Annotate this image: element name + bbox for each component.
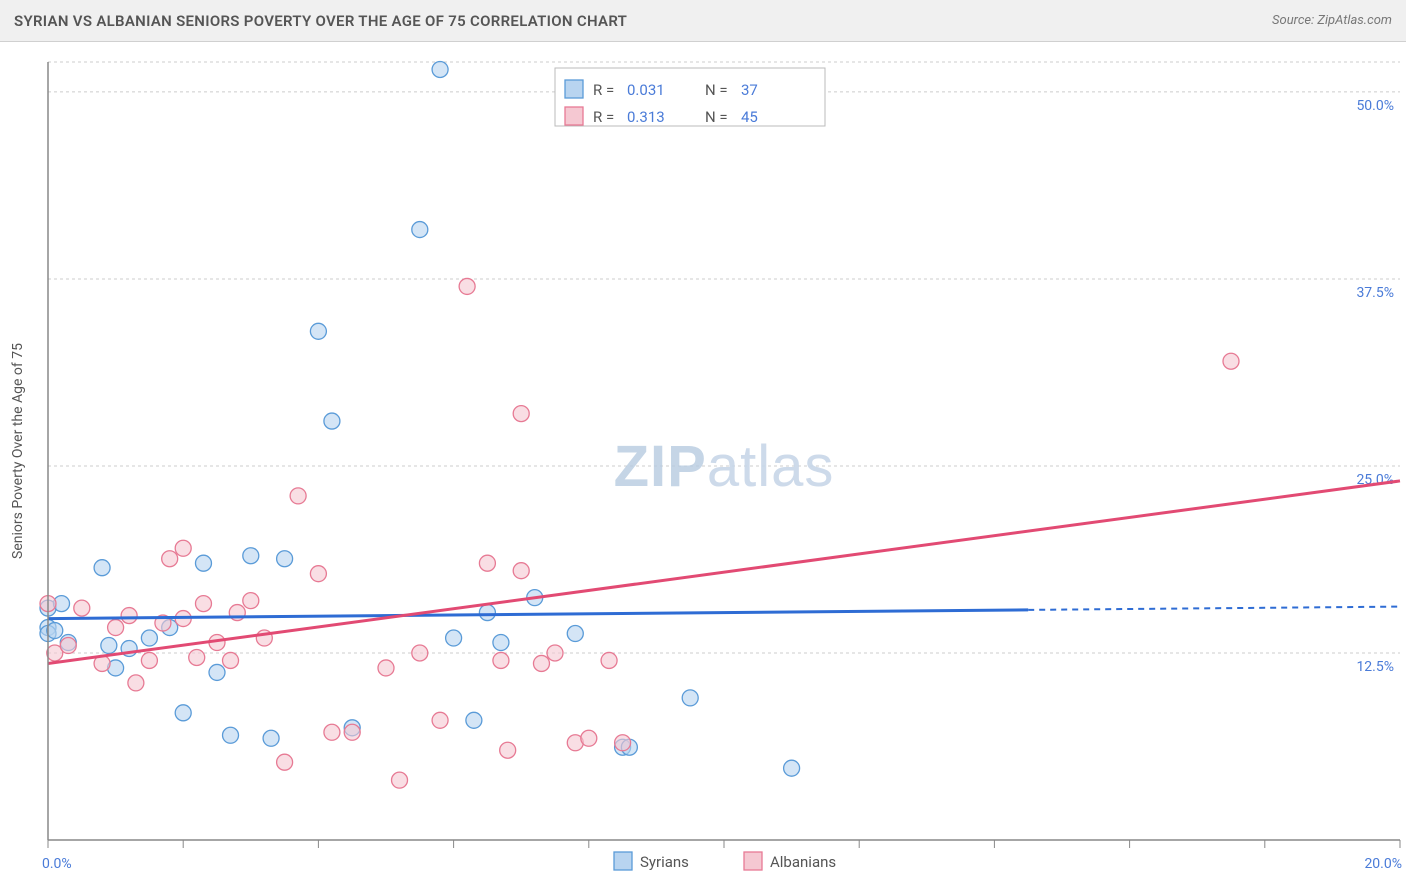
data-point <box>195 596 211 612</box>
legend-r-value: 0.313 <box>627 108 665 126</box>
data-point <box>128 675 144 691</box>
data-point <box>101 638 117 654</box>
data-point <box>189 649 205 665</box>
legend-r-value: 0.031 <box>627 81 665 99</box>
chart-source: Source: ZipAtlas.com <box>1272 13 1392 28</box>
data-point <box>175 705 191 721</box>
data-point <box>412 645 428 661</box>
data-point <box>392 772 408 788</box>
data-point <box>310 323 326 339</box>
data-point <box>141 630 157 646</box>
y-axis-label: Seniors Poverty Over the Age of 75 <box>10 343 26 559</box>
data-point <box>344 724 360 740</box>
data-point <box>533 655 549 671</box>
data-point <box>567 626 583 642</box>
data-point <box>547 645 563 661</box>
data-point <box>74 600 90 616</box>
data-point <box>784 760 800 776</box>
data-point <box>466 712 482 728</box>
data-point <box>500 742 516 758</box>
data-point <box>446 630 462 646</box>
legend-n-label: N = <box>705 81 728 99</box>
data-point <box>277 754 293 770</box>
data-point <box>209 664 225 680</box>
data-point <box>108 620 124 636</box>
data-point <box>493 652 509 668</box>
y-tick-label: 37.5% <box>1356 285 1394 301</box>
data-point <box>162 551 178 567</box>
data-point <box>581 730 597 746</box>
data-point <box>94 560 110 576</box>
trend-line <box>48 481 1400 664</box>
data-point <box>601 652 617 668</box>
legend-swatch <box>565 80 583 98</box>
legend-swatch <box>614 852 632 870</box>
data-point <box>223 727 239 743</box>
data-point <box>513 563 529 579</box>
data-point <box>121 608 137 624</box>
legend-swatch <box>744 852 762 870</box>
data-point <box>47 623 63 639</box>
data-point <box>412 222 428 238</box>
legend-swatch <box>565 107 583 125</box>
data-point <box>432 61 448 77</box>
data-point <box>277 551 293 567</box>
legend-n-label: N = <box>705 108 728 126</box>
legend-series-label: Albanians <box>770 853 836 871</box>
watermark: ZIPatlas <box>614 434 835 499</box>
x-tick-label: 20.0% <box>1364 856 1402 872</box>
y-tick-label: 50.0% <box>1356 98 1394 114</box>
data-point <box>223 652 239 668</box>
y-tick-label: 12.5% <box>1356 659 1394 675</box>
chart-header: SYRIAN VS ALBANIAN SENIORS POVERTY OVER … <box>0 0 1406 42</box>
data-point <box>243 593 259 609</box>
data-point <box>310 566 326 582</box>
data-point <box>682 690 698 706</box>
legend-r-label: R = <box>593 108 614 126</box>
data-point <box>324 413 340 429</box>
chart-area: 12.5%25.0%37.5%50.0%ZIPatlas0.0%20.0%Sen… <box>0 42 1406 892</box>
chart-title: SYRIAN VS ALBANIAN SENIORS POVERTY OVER … <box>14 12 627 30</box>
data-point <box>263 730 279 746</box>
data-point <box>615 735 631 751</box>
data-point <box>60 638 76 654</box>
trend-line <box>48 610 1028 619</box>
legend-series-label: Syrians <box>640 853 689 871</box>
data-point <box>513 406 529 422</box>
data-point <box>324 724 340 740</box>
data-point <box>378 660 394 676</box>
legend-r-label: R = <box>593 81 614 99</box>
data-point <box>479 555 495 571</box>
data-point <box>195 555 211 571</box>
scatter-chart-svg: 12.5%25.0%37.5%50.0%ZIPatlas0.0%20.0%Sen… <box>0 42 1406 892</box>
data-point <box>479 605 495 621</box>
data-point <box>175 540 191 556</box>
data-point <box>493 635 509 651</box>
legend-n-value: 45 <box>741 108 758 126</box>
legend-n-value: 37 <box>741 81 758 99</box>
data-point <box>290 488 306 504</box>
data-point <box>243 548 259 564</box>
trend-line-dashed <box>1028 607 1400 610</box>
data-point <box>141 652 157 668</box>
data-point <box>1223 353 1239 369</box>
x-tick-label: 0.0% <box>42 856 72 872</box>
data-point <box>432 712 448 728</box>
data-point <box>459 278 475 294</box>
